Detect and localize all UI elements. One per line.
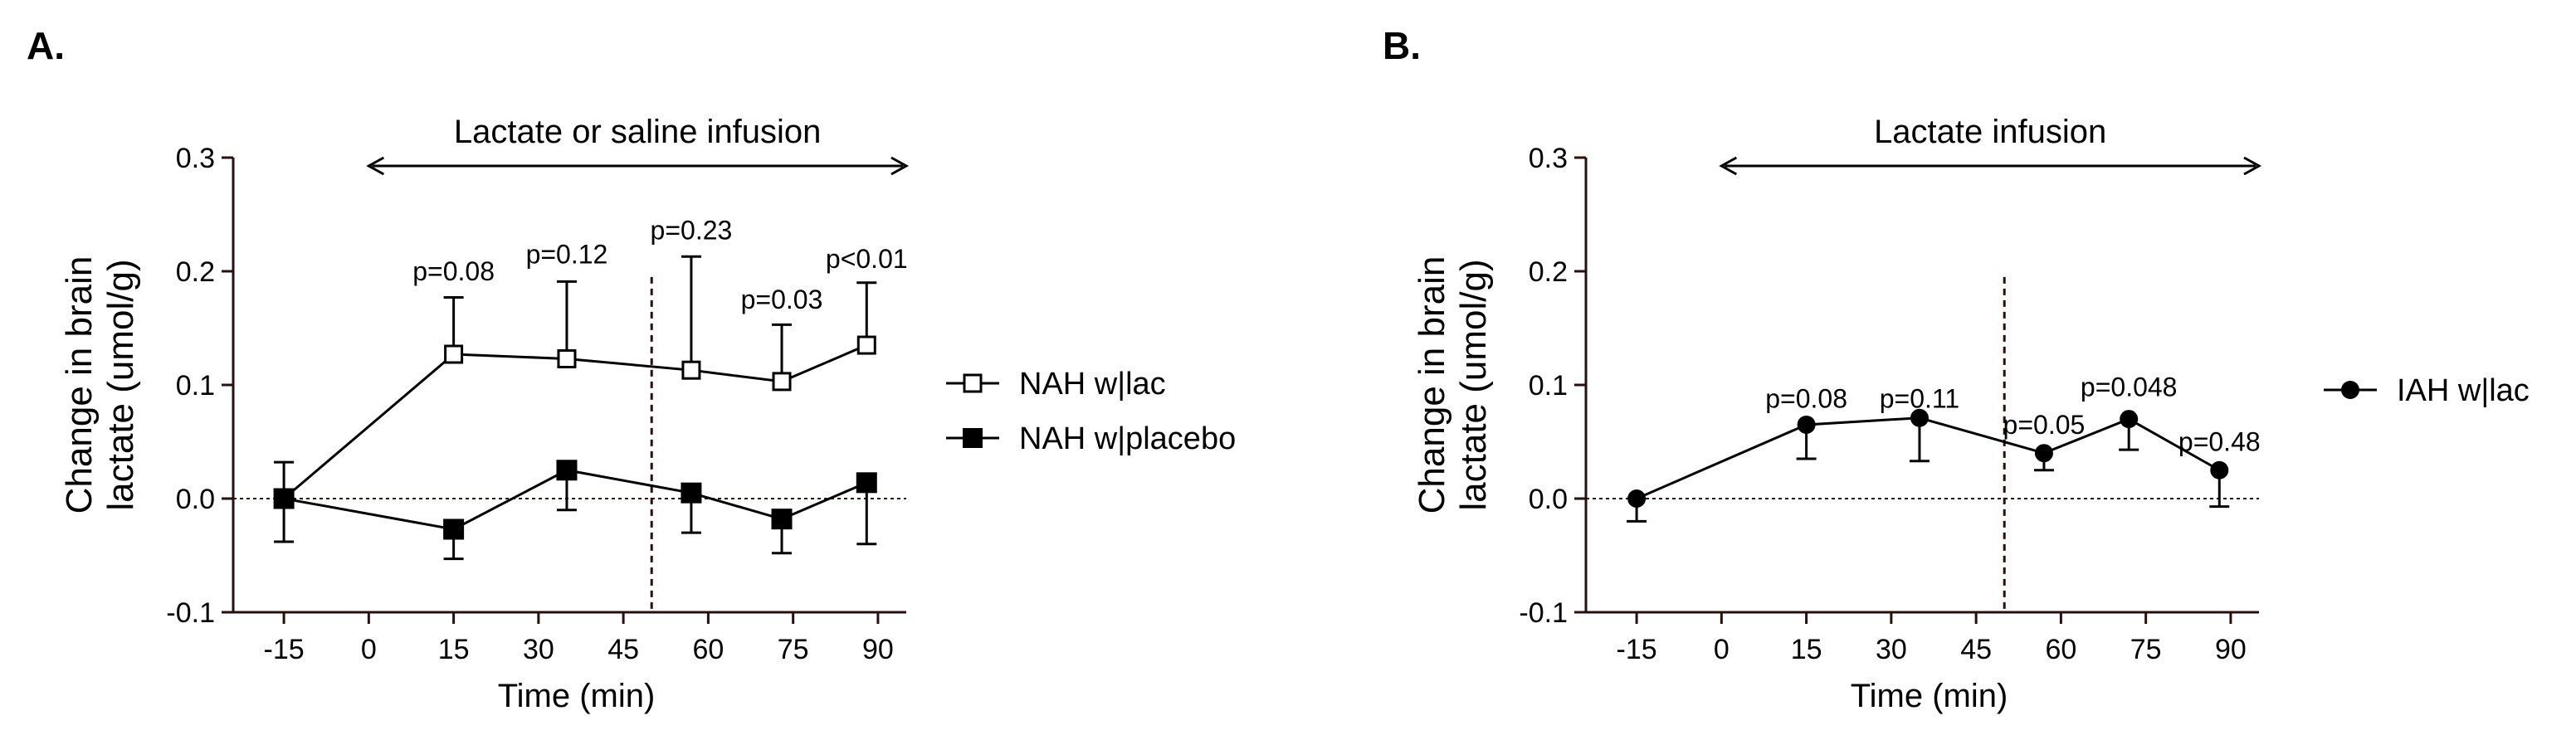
panel-a-p-value-annotation: p=0.12 [526, 239, 608, 269]
panel-b-series-1-point [2120, 410, 2139, 429]
panel-a-series-1-legend-label: NAH w|lac [1019, 367, 1166, 402]
panel-a-y-tick-label: 0.1 [176, 370, 215, 402]
panel-b-letter: B. [1383, 24, 1421, 67]
panel-a-series-2-line [283, 469, 867, 531]
panel-a-p-value-annotation: p=0.08 [412, 256, 495, 286]
panel-a-p-value-annotation: p<0.01 [826, 244, 908, 274]
panel-b-series-1-legend-marker [2341, 381, 2359, 399]
panel-b-infusion-arrow-left-head [1719, 156, 1738, 176]
panel-a-x-tick-label: 75 [778, 634, 809, 665]
panel-a-series-1-point [444, 344, 464, 364]
panel-a-series-1-legend-marker [963, 373, 983, 393]
panel-a-series-2-point [273, 488, 295, 509]
panel-a-y-axis-title-line1: Change in brain [59, 256, 100, 514]
panel-a-letter: A. [27, 24, 65, 67]
panel-b-y-axis-title-line1: Change in brain [1412, 256, 1452, 514]
panel-a-x-tick-label: 15 [438, 634, 470, 665]
panel-b-x-tick-label: 30 [1876, 634, 1907, 665]
panel-b-x-tick-label: 90 [2215, 634, 2247, 665]
panel-b-x-tick-label: -15 [1617, 634, 1657, 665]
panel-b-series-1-legend-label: IAH w|lac [2397, 373, 2530, 408]
panel-b-p-value-annotation: p=0.05 [2003, 410, 2086, 440]
panel-b-p-value-annotation: p=0.048 [2081, 372, 2178, 402]
panel-a-series-1-line [283, 343, 867, 500]
panel-b-y-tick-label: 0.2 [1529, 256, 1568, 288]
panel-b-y-axis-title-line2: lactate (umol/g) [1453, 259, 1494, 510]
panel-b-y-tick-label: 0.1 [1529, 370, 1568, 402]
panel-a-x-axis-title: Time (min) [498, 678, 656, 714]
panel-a-series-2-point [771, 509, 793, 530]
panel-a-x-tick-label: 0 [361, 634, 377, 665]
panel-a-y-tick-label: 0.3 [176, 143, 215, 174]
panel-a-p-value-annotation: p=0.03 [741, 285, 823, 314]
panel-a-infusion-arrow-right-head [890, 156, 910, 176]
panel-a-series-2-point [856, 472, 877, 494]
panel-a-x-tick-label: 60 [692, 634, 724, 665]
panel-b-p-value-annotation: p=0.08 [1765, 383, 1847, 413]
panel-b-series-1-point [1627, 489, 1647, 508]
panel-a-series-2-point [443, 518, 465, 540]
panel-b-infusion-arrow-right-head [2243, 156, 2262, 176]
panel-a-x-tick-label: -15 [264, 634, 305, 665]
panel-a-series-2-legend-label: NAH w|placebo [1019, 421, 1236, 456]
panel-b-infusion-label: Lactate infusion [1874, 114, 2106, 150]
panel-b-y-tick-label: 0.3 [1529, 143, 1568, 174]
panel-a-x-tick-label: 45 [607, 634, 639, 665]
panel-b-p-value-annotation: p=0.11 [1880, 383, 1959, 413]
panel-a-infusion-arrow-left-head [366, 156, 385, 176]
panel-b-y-tick-label: 0.0 [1529, 484, 1568, 515]
panel-a-series-1-point [856, 335, 876, 355]
panel-b-p-value-annotation: p=0.48 [2178, 426, 2261, 456]
panel-a-series-1-point [557, 348, 577, 368]
panel-b-series-1-point [1910, 408, 1929, 427]
panel-a-series-2-point [681, 482, 702, 504]
panel-a-series-2-legend-marker [963, 428, 983, 448]
panel-a-y-tick-label: 0.0 [176, 484, 215, 515]
panel-b-y-tick-label: -0.1 [1519, 597, 1568, 629]
panel-a-y-axis-title-line2: lactate (umol/g) [100, 259, 141, 510]
panel-b-x-axis-title: Time (min) [1851, 678, 2008, 714]
panel-b-series-1-line [1636, 416, 2221, 500]
panel-a-series-2-point [556, 460, 578, 481]
panel-a-series-1-point [772, 372, 792, 392]
panel-a-p-value-annotation: p=0.23 [651, 216, 733, 246]
panel-b-x-tick-label: 0 [1714, 634, 1730, 665]
panel-a-x-tick-label: 90 [862, 634, 894, 665]
panel-a-infusion-label: Lactate or saline infusion [454, 114, 822, 150]
panel-a-y-tick-label: -0.1 [166, 597, 215, 629]
panel-b-x-tick-label: 75 [2130, 634, 2162, 665]
panel-a-x-tick-label: 30 [523, 634, 554, 665]
panel-b-series-1-point [2210, 460, 2229, 480]
panel-b-x-tick-label: 45 [1960, 634, 1992, 665]
panel-b-x-tick-label: 60 [2045, 634, 2076, 665]
panel-b-x-tick-label: 15 [1791, 634, 1822, 665]
panel-b-series-1-point [2034, 444, 2053, 463]
panel-a-y-tick-label: 0.2 [176, 256, 215, 288]
panel-a-series-1-point [681, 360, 701, 380]
panel-b-series-1-point [1797, 415, 1816, 434]
